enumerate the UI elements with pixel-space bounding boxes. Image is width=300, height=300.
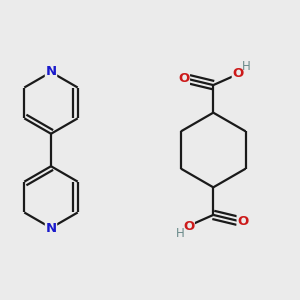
Text: N: N [45, 222, 57, 235]
Text: O: O [183, 220, 194, 233]
Text: O: O [237, 215, 248, 228]
Text: O: O [232, 67, 244, 80]
Text: H: H [242, 60, 250, 74]
Text: O: O [178, 72, 189, 85]
Text: H: H [176, 226, 185, 240]
Text: N: N [45, 65, 57, 78]
